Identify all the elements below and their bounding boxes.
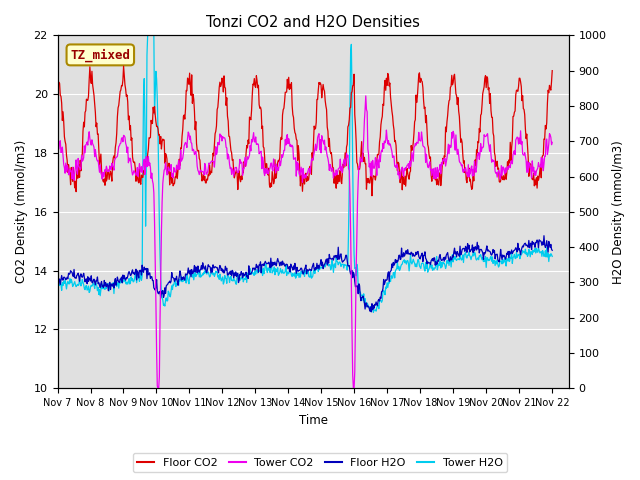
Title: Tonzi CO2 and H2O Densities: Tonzi CO2 and H2O Densities [206,15,420,30]
Legend: Floor CO2, Tower CO2, Floor H2O, Tower H2O: Floor CO2, Tower CO2, Floor H2O, Tower H… [133,453,507,472]
X-axis label: Time: Time [299,414,328,427]
Y-axis label: CO2 Density (mmol/m3): CO2 Density (mmol/m3) [15,140,28,284]
Text: TZ_mixed: TZ_mixed [70,48,131,61]
Y-axis label: H2O Density (mmol/m3): H2O Density (mmol/m3) [612,140,625,284]
